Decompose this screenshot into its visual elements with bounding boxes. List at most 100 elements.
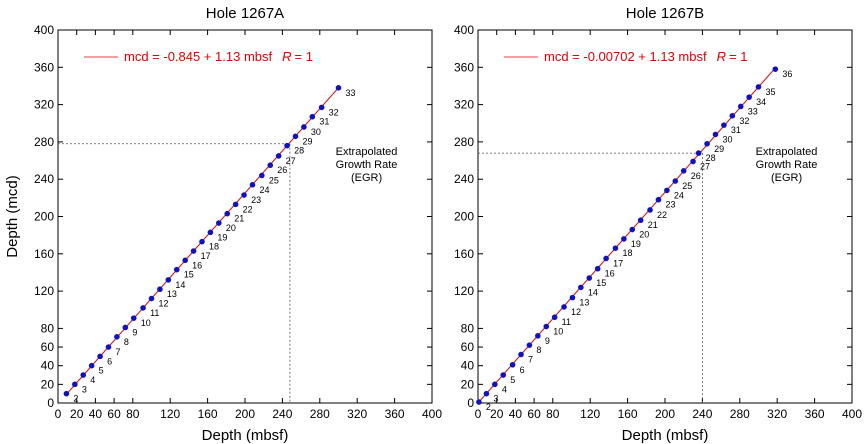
point-label: 3 <box>493 394 498 404</box>
point-label: 30 <box>722 134 732 144</box>
y-tick-label: 160 <box>34 247 54 261</box>
point-label: 16 <box>605 269 615 279</box>
data-point <box>249 181 256 188</box>
x-tick-label: 160 <box>618 407 638 421</box>
y-tick-label: 200 <box>454 210 474 224</box>
point-label: 31 <box>319 117 329 127</box>
point-label: 23 <box>251 195 261 205</box>
data-point <box>318 104 325 111</box>
data-point <box>655 196 662 203</box>
data-point <box>561 304 567 310</box>
x-tick-label: 280 <box>310 407 330 421</box>
data-point <box>755 84 762 90</box>
x-tick-label: 80 <box>126 407 140 421</box>
point-label: 21 <box>234 214 244 224</box>
data-point <box>500 372 507 378</box>
y-tick-label: 80 <box>41 321 55 335</box>
y-tick-label: 200 <box>34 210 54 224</box>
point-label: 18 <box>622 248 632 258</box>
y-tick-label: 240 <box>34 172 54 186</box>
x-tick-label: 160 <box>198 407 218 421</box>
point-label: 27 <box>700 161 710 171</box>
point-label: 34 <box>756 97 766 107</box>
data-point <box>578 284 584 291</box>
y-tick-label: 20 <box>41 377 55 391</box>
y-axis-label: Depth (mcd) <box>4 175 21 258</box>
point-label: 7 <box>528 355 533 365</box>
point-label: 22 <box>657 210 667 220</box>
point-label: 26 <box>691 171 701 181</box>
data-point <box>80 372 87 378</box>
data-point <box>140 305 146 311</box>
point-label: 6 <box>520 365 525 375</box>
data-point <box>543 323 550 330</box>
data-point <box>746 94 752 100</box>
y-tick-label: 360 <box>454 60 474 74</box>
data-point <box>712 131 719 138</box>
x-tick-label: 320 <box>767 407 787 421</box>
x-tick-label: 40 <box>509 407 523 421</box>
data-point <box>690 158 696 165</box>
point-label: 10 <box>553 327 563 337</box>
point-label: 27 <box>286 156 296 166</box>
data-point <box>157 286 163 293</box>
data-point <box>130 315 137 321</box>
r-value: = 1 <box>729 49 747 64</box>
data-point <box>165 277 172 283</box>
data-point <box>772 66 779 72</box>
y-tick-label: 40 <box>461 359 475 373</box>
equation-text: mcd = -0.00702 + 1.13 mbsf <box>544 49 707 64</box>
y-tick-label: 320 <box>34 98 54 112</box>
point-label: 28 <box>294 146 304 156</box>
data-point <box>335 85 342 91</box>
x-tick-label: 20 <box>490 407 504 421</box>
point-label: 24 <box>259 185 269 195</box>
data-point <box>629 226 636 233</box>
y-tick-label: 60 <box>41 340 55 354</box>
y-tick-label: 360 <box>34 60 54 74</box>
data-point <box>114 333 120 340</box>
data-point <box>309 113 316 120</box>
x-axis-label: Depth (mbsf) <box>622 427 709 444</box>
point-label: 20 <box>639 230 649 240</box>
data-point <box>241 192 247 198</box>
point-label: 8 <box>536 345 541 355</box>
point-label: 2 <box>73 394 78 404</box>
y-tick-label: 280 <box>34 135 54 149</box>
x-tick-label: 60 <box>527 407 541 421</box>
x-tick-label: 80 <box>546 407 560 421</box>
chart-title: Hole 1267A <box>206 5 284 22</box>
data-point <box>259 172 265 179</box>
point-label: 23 <box>665 200 675 210</box>
data-point <box>105 344 112 350</box>
y-tick-label: 40 <box>41 359 55 373</box>
point-label: 17 <box>613 258 623 268</box>
data-point <box>483 390 490 397</box>
y-tick-label: 280 <box>454 135 474 149</box>
data-point <box>535 333 541 339</box>
point-label: 32 <box>739 116 749 126</box>
y-tick-label: 120 <box>454 284 474 298</box>
point-label: 4 <box>90 375 95 385</box>
y-tick-label: 400 <box>34 23 54 37</box>
point-label: 4 <box>502 384 507 394</box>
r-symbol: R <box>282 49 291 64</box>
data-point <box>551 314 558 321</box>
data-point <box>207 229 214 236</box>
point-label: 9 <box>132 327 137 337</box>
point-label: 25 <box>682 181 692 191</box>
data-point <box>72 381 78 388</box>
plot-frame <box>57 29 433 404</box>
data-point <box>122 324 129 331</box>
y-tick-label: 20 <box>461 377 475 391</box>
x-tick-label: 60 <box>107 407 121 421</box>
data-point <box>594 265 601 272</box>
data-point <box>637 217 644 224</box>
y-tick-label: 400 <box>454 23 474 37</box>
point-label: 30 <box>311 127 321 137</box>
y-tick-label: 120 <box>34 284 54 298</box>
point-label: 29 <box>714 144 724 154</box>
x-tick-label: 400 <box>422 407 442 421</box>
data-point <box>612 245 619 252</box>
